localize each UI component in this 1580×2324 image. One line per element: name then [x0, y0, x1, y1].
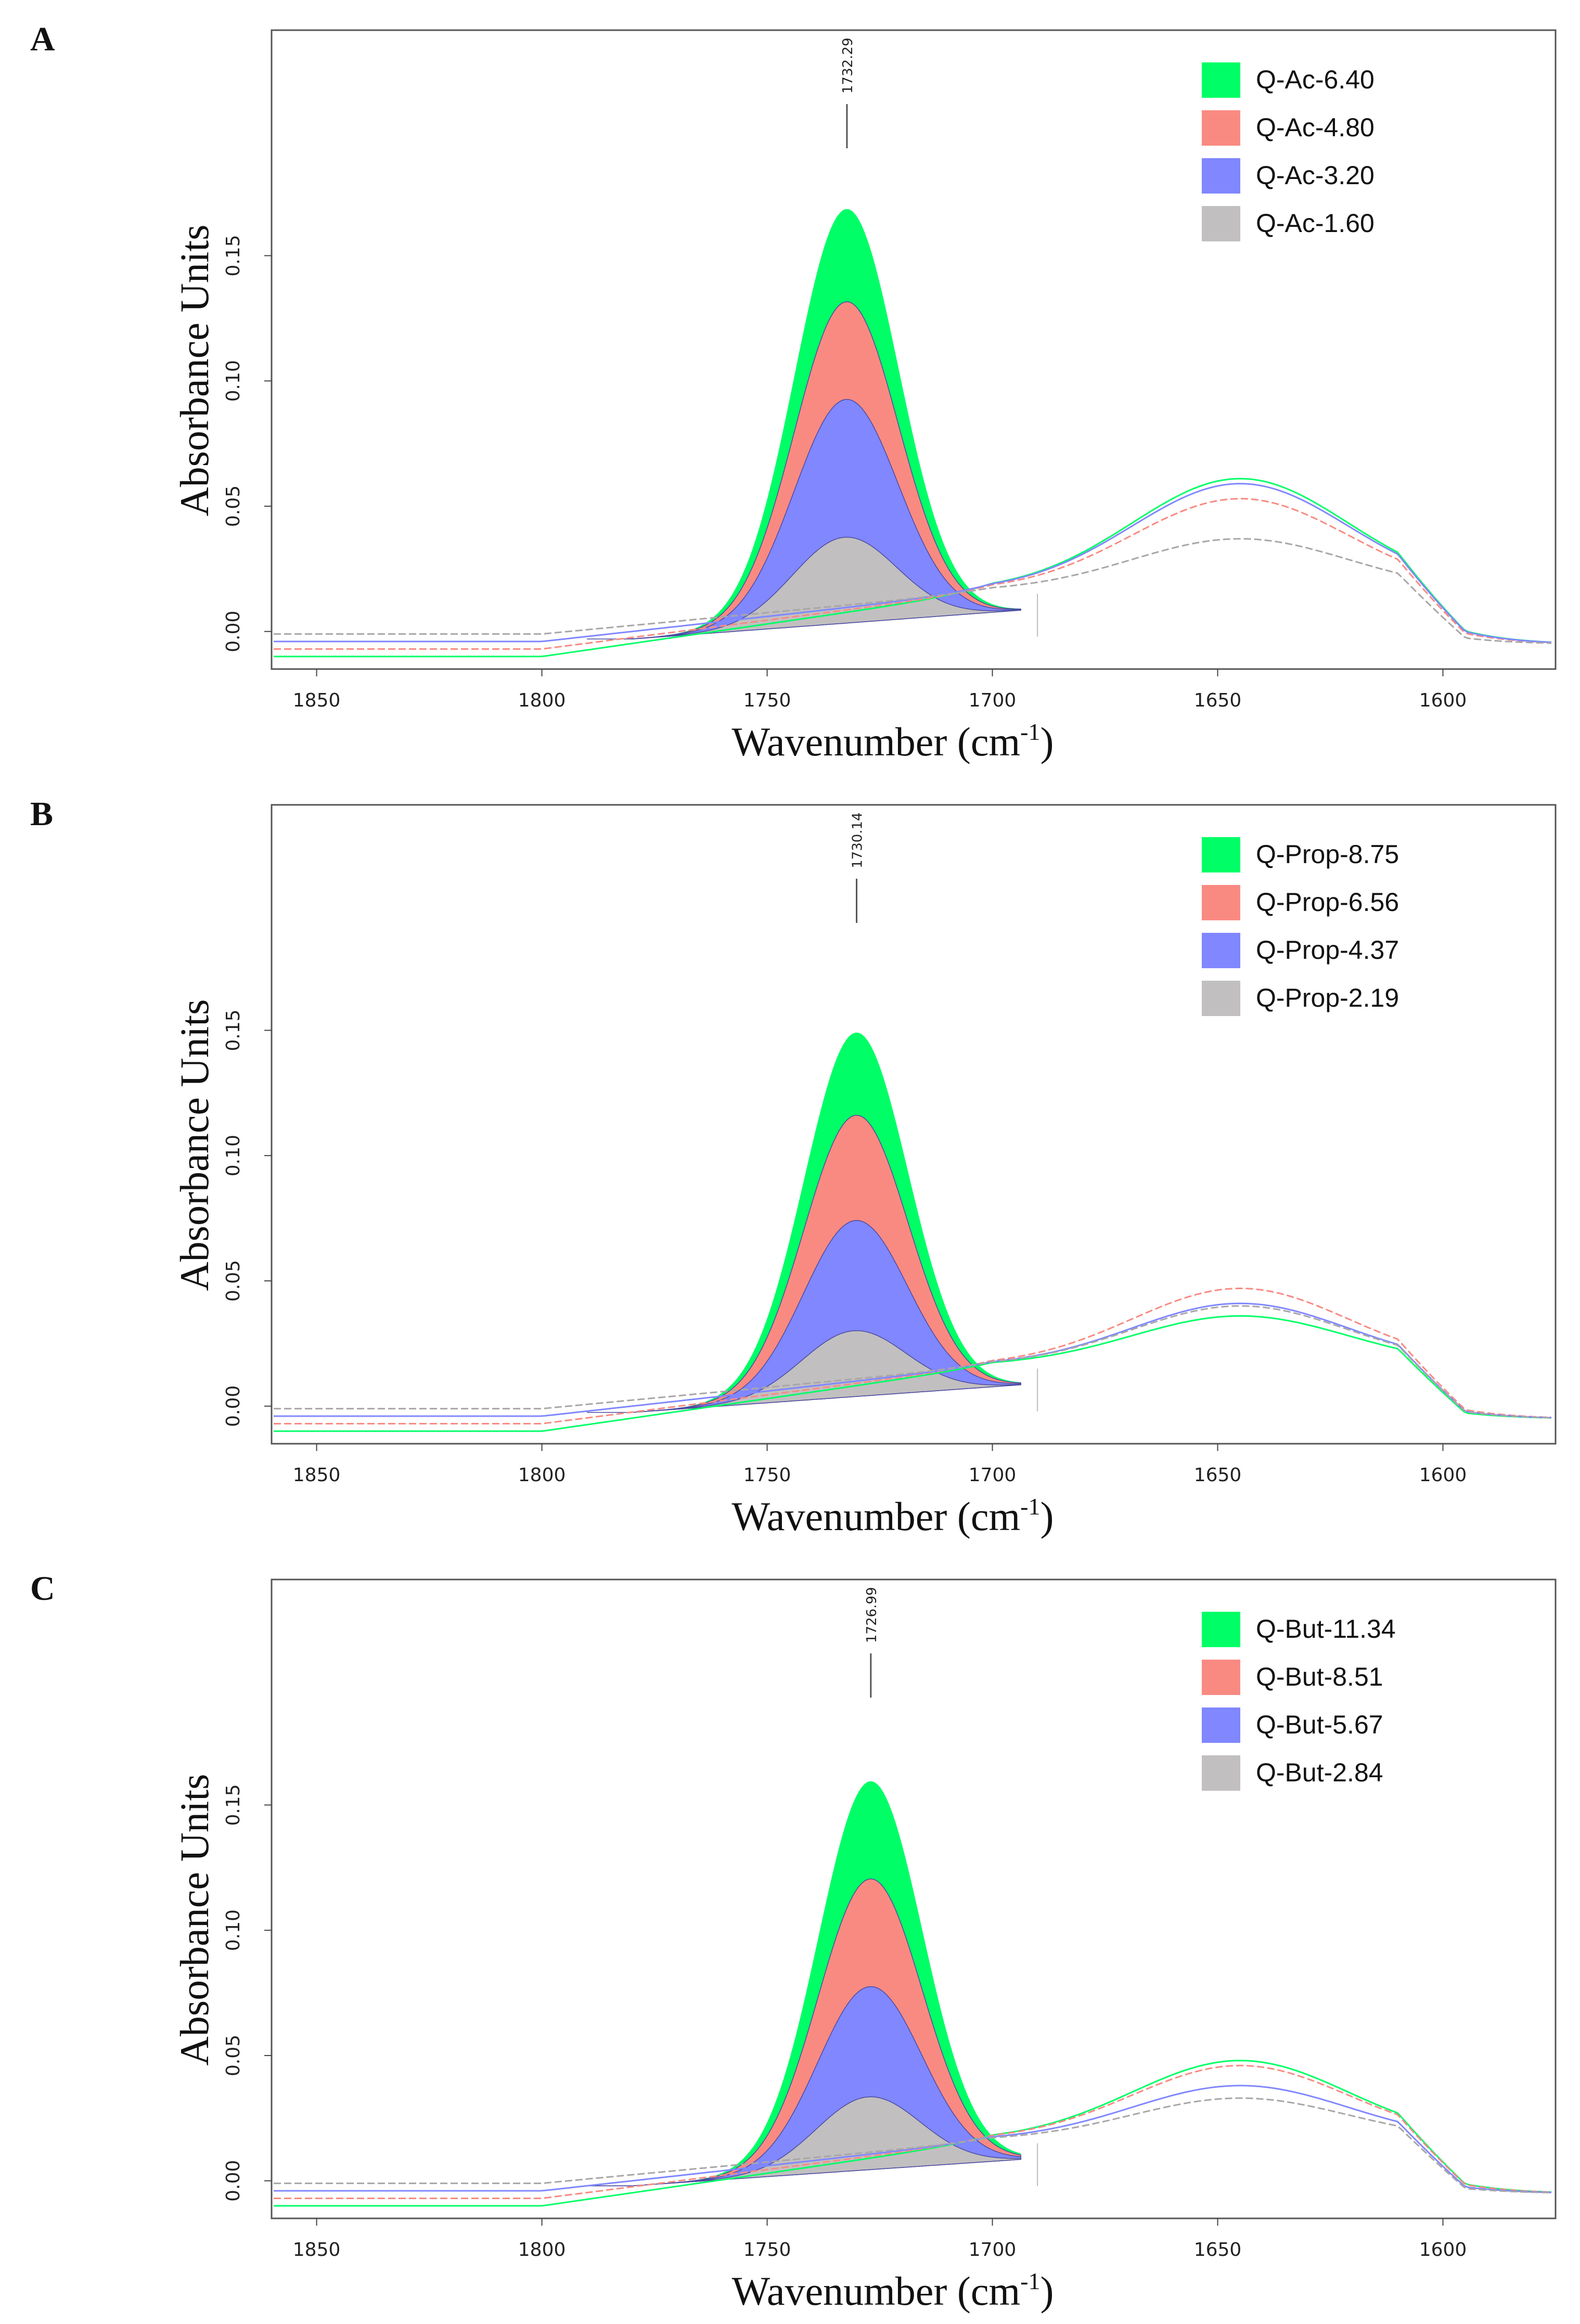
legend-label: Q-Ac-1.60 — [1256, 209, 1375, 238]
x-axis-title: Wavenumber (cm-1) — [732, 1493, 1054, 1539]
legend-label: Q-Ac-3.20 — [1256, 161, 1375, 190]
y-tick-label: 0.15 — [223, 1784, 244, 1826]
x-tick-label: 1650 — [1194, 2239, 1242, 2261]
y-tick-label: 0.05 — [223, 1260, 244, 1302]
y-tick-label: 0.10 — [223, 360, 244, 402]
chart-panel-b: B 1730.14 1850 1800 1750 1700 1650 1600 0.00 0.0… — [0, 775, 1580, 1549]
y-tick-label: 0.15 — [223, 1009, 244, 1051]
y-axis-title: Absorbance Units — [172, 999, 217, 1291]
y-tick-label: 0.15 — [223, 235, 244, 276]
chart-c: 1726.99 1850 1800 1750 1700 1650 1600 0.00 0.05 0… — [172, 1578, 1557, 2314]
chart-panel-c: C 1726.99 1850 1800 1750 1700 1650 1600 0.00 0.0… — [0, 1549, 1580, 2324]
x-tick-label: 1800 — [518, 1465, 566, 1486]
legend-swatch — [1202, 981, 1240, 1016]
y-tick-label: 0.00 — [223, 611, 244, 652]
x-tick-label: 1800 — [518, 2239, 566, 2261]
plot-frame — [271, 1578, 1557, 2219]
panel-letter: C — [30, 1570, 55, 1608]
peak-area-Q-Prop-2.19 — [587, 1330, 1021, 1413]
y-tick-label: 0.05 — [223, 485, 244, 527]
y-tick-label: 0.10 — [223, 1909, 244, 1951]
legend-swatch — [1202, 110, 1240, 146]
peak-label: 1726.99 — [864, 1587, 880, 1643]
x-tick-label: 1750 — [743, 690, 791, 711]
legend-label: Q-But-8.51 — [1256, 1662, 1383, 1691]
x-axis-title: Wavenumber (cm-1) — [732, 718, 1054, 764]
plot-frame — [271, 29, 1557, 670]
spectrum-line-Q-Ac-6.40 — [274, 478, 1552, 658]
legend-label: Q-Ac-4.80 — [1256, 113, 1375, 142]
panel-letter: B — [30, 795, 54, 833]
x-tick-label: 1800 — [518, 690, 566, 711]
x-axis-title: Wavenumber (cm-1) — [732, 2268, 1054, 2314]
spectrum-line-Q-Prop-8.75 — [274, 1315, 1552, 1432]
legend-swatch — [1202, 1660, 1240, 1695]
peak-label: 1732.29 — [840, 37, 856, 94]
x-tick-label: 1650 — [1194, 1465, 1242, 1486]
legend-swatch — [1202, 885, 1240, 920]
spectrum-line-Q-Ac-1.60 — [274, 538, 1552, 644]
x-tick-label: 1700 — [969, 2239, 1017, 2261]
x-tick-label: 1700 — [969, 690, 1017, 711]
x-tick-label: 1600 — [1419, 690, 1467, 711]
x-tick-label: 1750 — [743, 2239, 791, 2261]
legend-label: Q-Prop-4.37 — [1256, 935, 1399, 965]
legend-swatch — [1202, 837, 1240, 872]
legend-swatch — [1202, 158, 1240, 194]
y-tick-label: 0.00 — [223, 1385, 244, 1427]
chart-panel-a: A 1732.29 1850 1800 1750 1700 1650 1600 0.00 0.0… — [0, 0, 1580, 775]
peak-area-Q-Ac-1.60 — [587, 536, 1021, 639]
legend-label: Q-Ac-6.40 — [1256, 65, 1375, 94]
x-tick-label: 1600 — [1419, 1465, 1467, 1486]
x-tick-label: 1650 — [1194, 690, 1242, 711]
y-tick-label: 0.00 — [223, 2160, 244, 2202]
x-tick-label: 1600 — [1419, 2239, 1467, 2261]
chart-a: 1732.29 1850 1800 1750 1700 1650 1600 0.00 0.05 0… — [172, 29, 1557, 764]
x-tick-label: 1750 — [743, 1465, 791, 1486]
peak-label: 1730.14 — [850, 812, 866, 868]
legend-label: Q-Prop-2.19 — [1256, 983, 1399, 1012]
spectrum-line-Q-Prop-4.37 — [274, 1302, 1552, 1419]
legend-swatch — [1202, 1612, 1240, 1647]
y-tick-label: 0.05 — [223, 2035, 244, 2076]
spectrum-line-Q-But-8.51 — [274, 2064, 1552, 2199]
y-axis-title: Absorbance Units — [172, 1774, 217, 2065]
legend-label: Q-Prop-6.56 — [1256, 888, 1399, 917]
legend-label: Q-But-2.84 — [1256, 1758, 1383, 1787]
x-tick-label: 1850 — [293, 1465, 341, 1486]
x-tick-label: 1850 — [293, 690, 341, 711]
y-axis-title: Absorbance Units — [172, 224, 217, 516]
legend-swatch — [1202, 206, 1240, 241]
spectrum-line-Q-Ac-4.80 — [274, 497, 1552, 650]
legend-label: Q-But-5.67 — [1256, 1710, 1383, 1739]
x-tick-label: 1850 — [293, 2239, 341, 2261]
legend-label: Q-But-11.34 — [1256, 1614, 1396, 1644]
panel-letter: A — [30, 20, 55, 58]
spectrum-line-Q-But-2.84 — [274, 2097, 1552, 2193]
spectrum-line-Q-Prop-2.19 — [274, 1305, 1552, 1419]
y-tick-label: 0.10 — [223, 1135, 244, 1176]
legend-swatch — [1202, 1755, 1240, 1791]
x-tick-label: 1700 — [969, 1465, 1017, 1486]
chart-b: 1730.14 1850 1800 1750 1700 1650 1600 0.00 0.05 0… — [172, 804, 1557, 1539]
legend-swatch — [1202, 1707, 1240, 1743]
legend-swatch — [1202, 62, 1240, 98]
spectrum-line-Q-But-5.67 — [274, 2085, 1552, 2193]
spectrum-line-Q-But-11.34 — [274, 2060, 1552, 2207]
legend-label: Q-Prop-8.75 — [1256, 840, 1399, 869]
legend-swatch — [1202, 933, 1240, 968]
spectrum-line-Q-Prop-6.56 — [274, 1287, 1552, 1424]
plot-frame — [271, 804, 1557, 1445]
